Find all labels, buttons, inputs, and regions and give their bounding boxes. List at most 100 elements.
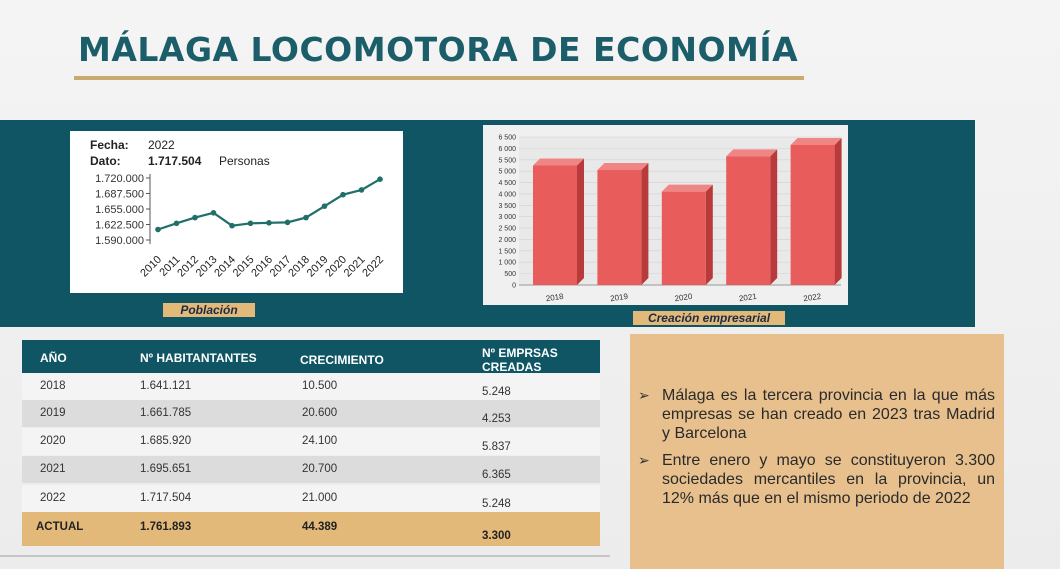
highlights-box: ➢ Málaga es la tercera provincia en la q… xyxy=(630,334,1004,569)
y-tick-label: 1.655.000 xyxy=(95,204,144,216)
population-caption: Población xyxy=(163,303,255,317)
bar xyxy=(597,170,642,285)
y-tick-label: 2 000 xyxy=(498,237,516,244)
header-companies: Nº EMPRSAS CREADAS xyxy=(482,346,558,374)
bar-top xyxy=(597,163,649,171)
population-point xyxy=(247,220,254,227)
table-row: 2018 1.641.121 10.500 5.248 xyxy=(22,373,600,400)
bar-top xyxy=(661,184,713,192)
table-cell: ACTUAL xyxy=(36,521,84,533)
companies-bar-chart: 0 500 1 000 1 500 2 000 2 500 3 000 3 500 4 000 4… xyxy=(498,135,842,303)
table-cell: 2022 xyxy=(40,492,66,504)
table-row: 2021 1.695.651 20.700 6.365 xyxy=(22,456,600,483)
header-year: AÑO xyxy=(40,351,67,365)
y-tick-label: 6 000 xyxy=(498,146,516,153)
x-tick-label: 2022 xyxy=(803,292,822,303)
bar xyxy=(661,191,706,285)
population-chart-panel: Fecha: 2022 Dato: 1.717.504 Personas 1.7… xyxy=(70,131,403,293)
x-tick-label: 2021 xyxy=(738,292,757,303)
table-cell: 5.248 xyxy=(482,498,511,510)
table-cell: 2018 xyxy=(40,380,66,392)
fecha-value: 2022 xyxy=(148,138,175,152)
y-tick-label: 1 500 xyxy=(498,248,516,255)
y-tick-label: 1.687.500 xyxy=(95,189,144,201)
y-tick-label: 4 500 xyxy=(498,180,516,187)
dato-unit: Personas xyxy=(219,154,270,168)
bar-side xyxy=(705,184,713,285)
y-tick-label: 1.720.000 xyxy=(95,173,144,185)
population-point xyxy=(192,214,198,221)
bar-side xyxy=(641,163,649,285)
table-row: 2020 1.685.920 24.100 5.837 xyxy=(22,428,600,455)
population-point xyxy=(173,220,180,227)
x-tick-label: 2020 xyxy=(674,292,693,303)
table-cell: 4.253 xyxy=(482,413,511,425)
y-tick-label: 3 500 xyxy=(498,203,516,210)
table-row: 2019 1.661.785 20.600 4.253 xyxy=(22,400,600,427)
population-point xyxy=(321,203,328,209)
x-tick-label: 2019 xyxy=(610,292,629,303)
table-row-actual: ACTUAL 1.761.893 44.389 3.300 xyxy=(22,512,600,546)
arrow-bullet-icon: ➢ xyxy=(638,387,650,403)
table-cell: 1.661.785 xyxy=(140,407,192,419)
table-cell: 6.365 xyxy=(482,469,511,481)
population-point xyxy=(284,219,291,226)
y-tick-label: 1.622.500 xyxy=(95,220,144,232)
table-cell: 2020 xyxy=(40,435,66,447)
y-tick-label: 3 000 xyxy=(498,214,516,221)
table-cell: 1.717.504 xyxy=(140,492,192,504)
population-point xyxy=(340,191,346,198)
y-tick-label: 5 000 xyxy=(498,169,516,176)
bar-side xyxy=(834,137,842,285)
bar xyxy=(533,165,577,285)
bar-top xyxy=(726,149,778,157)
companies-caption: Creación empresarial xyxy=(633,311,785,325)
population-point xyxy=(210,210,217,216)
bar-side xyxy=(577,158,584,285)
title-underline xyxy=(74,76,804,80)
population-line-chart: 1.720.000 1.687.500 1.655.000 1.622.500 1.59… xyxy=(95,173,386,280)
table-cell: 10.500 xyxy=(302,380,338,392)
table-cell: 24.100 xyxy=(302,435,338,447)
bullet-item: ➢ Málaga es la tercera provincia en la q… xyxy=(638,386,995,443)
y-tick-label: 1.590.000 xyxy=(95,235,144,247)
table-cell: 3.300 xyxy=(482,530,511,542)
y-tick-label: 4 000 xyxy=(498,191,516,198)
dato-value: 1.717.504 xyxy=(148,154,202,168)
table-row: 2022 1.717.504 21.000 5.248 xyxy=(22,485,600,512)
population-point xyxy=(377,176,383,182)
table-cell: 1.685.920 xyxy=(140,435,192,447)
bullet-text: Entre enero y mayo se constituyeron 3.30… xyxy=(662,452,995,507)
bar-side xyxy=(770,149,778,285)
table-cell: 21.000 xyxy=(302,492,338,504)
table-cell: 2019 xyxy=(40,407,66,419)
population-point xyxy=(229,222,235,229)
population-point xyxy=(155,226,161,233)
table-cell: 5.248 xyxy=(482,386,511,398)
y-tick-label: 5 500 xyxy=(498,157,516,164)
header-growth: CRECIMIENTO xyxy=(300,353,384,367)
table-cell: 2021 xyxy=(40,463,66,475)
dato-label: Dato: xyxy=(90,154,121,168)
bullet-text: Málaga es la tercera provincia en la que… xyxy=(662,387,995,442)
arrow-bullet-icon: ➢ xyxy=(638,452,650,468)
y-tick-label: 2 500 xyxy=(498,226,516,233)
table-cell: 1.695.651 xyxy=(140,463,192,475)
bar-top xyxy=(790,137,842,145)
table-cell: 1.761.893 xyxy=(140,521,192,533)
population-point xyxy=(303,214,309,221)
bar xyxy=(726,156,771,285)
table-cell: 5.837 xyxy=(482,441,511,453)
x-tick-label: 2022 xyxy=(360,254,386,280)
bullet-item: ➢ Entre enero y mayo se constituyeron 3.… xyxy=(638,451,995,508)
fecha-label: Fecha: xyxy=(90,138,129,152)
population-point xyxy=(358,187,365,193)
bar xyxy=(790,144,835,285)
table-cell: 20.600 xyxy=(302,407,338,419)
bar-top xyxy=(533,158,584,166)
y-tick-label: 500 xyxy=(504,271,516,278)
table-cell: 20.700 xyxy=(302,463,338,475)
companies-chart-panel: 0 500 1 000 1 500 2 000 2 500 3 000 3 500 4 000 4… xyxy=(483,125,848,305)
header-inhabitants: Nº HABITANTANTES xyxy=(140,351,257,365)
